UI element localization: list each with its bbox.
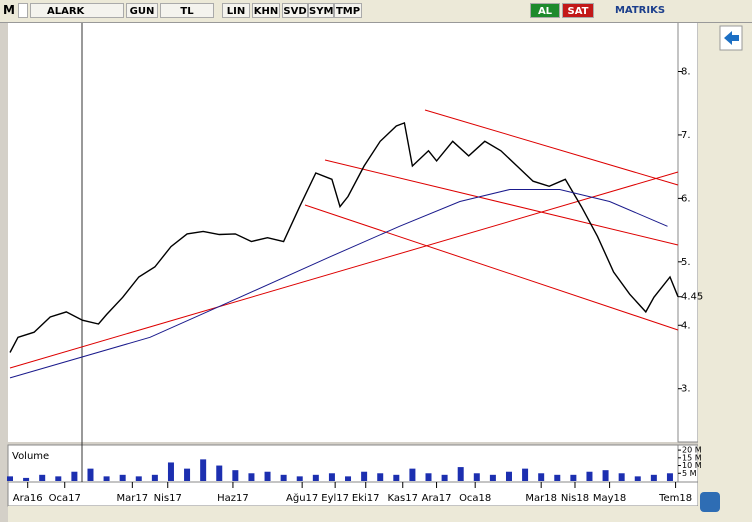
- toolbar-button[interactable]: SVD: [282, 3, 308, 18]
- x-tick-label: Nis18: [561, 493, 589, 504]
- volume-bar: [184, 468, 191, 481]
- volume-bar: [167, 462, 174, 481]
- y-tick-label: 20 M: [682, 446, 702, 455]
- y-tick-label: 7.: [681, 130, 691, 141]
- volume-bar: [666, 473, 673, 481]
- volume-bar: [618, 473, 625, 481]
- price-axis: [677, 21, 699, 443]
- sell-button[interactable]: SAT: [562, 3, 594, 18]
- volume-bar: [135, 476, 142, 481]
- volume-bar: [345, 476, 352, 481]
- x-tick-label: Eyl17: [321, 493, 349, 504]
- volume-bar: [264, 471, 271, 481]
- x-tick-label: Oca18: [459, 493, 491, 504]
- x-tick-label: Eki17: [352, 493, 380, 504]
- volume-bar: [377, 473, 384, 481]
- volume-bar: [554, 474, 561, 481]
- volume-bar: [505, 471, 512, 481]
- x-tick-label: Oca17: [49, 493, 81, 504]
- trend-lines: [9, 109, 679, 369]
- volume-bar: [634, 476, 641, 481]
- y-tick-label: 4.45: [681, 292, 703, 303]
- toolbar-button[interactable]: TL: [160, 3, 214, 18]
- side-panel: [698, 22, 752, 506]
- x-tick-label: Tem18: [658, 493, 692, 504]
- buy-button[interactable]: AL: [530, 3, 560, 18]
- y-tick-label: 6.: [681, 193, 691, 204]
- x-tick-label: Mar17: [117, 493, 149, 504]
- volume-bar: [650, 474, 657, 481]
- volume-bar: [409, 468, 416, 481]
- volume-bar: [312, 474, 319, 481]
- y-tick-label: 15 M: [682, 453, 702, 462]
- x-tick-label: Kas17: [388, 493, 418, 504]
- volume-bar: [602, 470, 609, 481]
- volume-bar: [489, 474, 496, 481]
- volume-bar: [87, 468, 94, 481]
- volume-bar: [393, 474, 400, 481]
- volume-bar: [441, 474, 448, 481]
- volume-bar: [328, 473, 335, 481]
- volume-title: Volume: [12, 451, 49, 462]
- volume-bar: [55, 476, 62, 481]
- y-tick-label: 3.: [681, 384, 691, 395]
- toolbar-button[interactable]: LIN: [222, 3, 250, 18]
- volume-bar: [200, 459, 207, 481]
- x-tick-label: Nis17: [154, 493, 182, 504]
- volume-bar: [473, 473, 480, 481]
- volume-bar: [522, 468, 529, 481]
- x-tick-label: Ara17: [422, 493, 452, 504]
- volume-bar: [71, 471, 78, 481]
- volume-panel: [7, 444, 679, 483]
- volume-bar: [296, 476, 303, 481]
- brand: MATRIKS: [614, 5, 666, 16]
- symbol[interactable]: ALARK: [30, 3, 124, 18]
- volume-bar: [39, 474, 46, 481]
- volume-bar: [457, 467, 464, 481]
- toolbar-button[interactable]: SYM: [308, 3, 334, 18]
- y-tick-label: 8.: [681, 66, 691, 77]
- y-tick-label: 4.: [681, 320, 691, 331]
- volume-bar: [248, 473, 255, 481]
- sync-button[interactable]: [700, 492, 720, 512]
- volume-bar: [425, 473, 432, 481]
- volume-bar: [570, 474, 577, 481]
- volume-bar: [23, 477, 30, 481]
- volume-bar: [586, 471, 593, 481]
- price-panel: [8, 22, 678, 442]
- price-line: [9, 189, 668, 379]
- logo: M: [3, 3, 15, 17]
- x-tick-label: May18: [593, 493, 626, 504]
- volume-bar: [361, 471, 368, 481]
- volume-bar: [538, 473, 545, 481]
- volume-bar: [280, 474, 287, 481]
- volume-bar: [232, 470, 239, 481]
- volume-bar: [7, 476, 13, 481]
- checkbox[interactable]: [18, 3, 28, 18]
- x-tick-label: Mar18: [525, 493, 557, 504]
- toolbar-button[interactable]: TMP: [334, 3, 362, 18]
- volume-bar: [103, 476, 110, 481]
- y-tick-label: 10 M: [682, 461, 702, 470]
- x-tick-label: Haz17: [217, 493, 249, 504]
- x-tick-label: Ara16: [13, 493, 43, 504]
- back-icon: [724, 31, 739, 45]
- volume-bar: [151, 474, 158, 481]
- toolbar-button[interactable]: KHN: [252, 3, 280, 18]
- y-tick-label: 5 M: [682, 469, 697, 478]
- price-line: [9, 121, 679, 353]
- volume-bar: [119, 474, 126, 481]
- y-tick-label: 5.: [681, 257, 691, 268]
- toolbar-button[interactable]: GUN: [126, 3, 158, 18]
- x-tick-label: Ağu17: [286, 492, 318, 504]
- time-axis: [7, 481, 699, 507]
- volume-bar: [216, 465, 223, 481]
- scrollbar: [8, 506, 752, 522]
- toolbar: M ALARK GUN TL LIN KHN SVD SYM TMP AL SA…: [0, 0, 752, 23]
